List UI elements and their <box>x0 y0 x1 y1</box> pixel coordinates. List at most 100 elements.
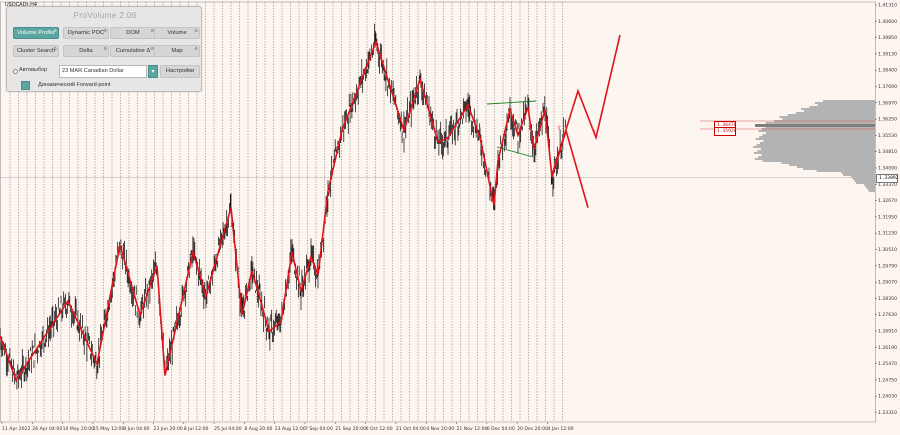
cluster-search-button[interactable]: Cluster Search ⚙ <box>13 45 59 57</box>
forecast-down-line <box>565 130 589 208</box>
forward-point-toggle[interactable] <box>21 81 30 90</box>
x-tick-label: 25 Jul 04:00 <box>214 426 242 432</box>
x-tick-label: 4 Jan 12:00 <box>547 426 573 432</box>
x-tick-label: 23 Aug 12:00 <box>275 426 306 432</box>
x-tick-label: 9 Jun 04:00 <box>123 426 149 432</box>
profile-level-tag-2: 1.35920 <box>714 127 736 136</box>
volume-profile-bar <box>801 108 875 110</box>
delta-button[interactable]: Delta ⚙ <box>63 45 109 57</box>
y-tick-label: 1.34090 <box>878 166 897 172</box>
x-tick-label: 23 Jun 20:00 <box>154 426 183 432</box>
volume-label: Volume <box>167 30 187 36</box>
gear-icon[interactable]: ⚙ <box>53 28 57 33</box>
x-tick-label: 8 Jul 12:00 <box>184 426 209 432</box>
y-tick-label: 1.36970 <box>878 100 897 106</box>
volume-profile-bar <box>760 148 875 150</box>
gear-icon[interactable]: ⚙ <box>103 46 107 51</box>
cumulative-delta-label: Cumulative Δ <box>115 48 151 54</box>
y-tick-label: 1.26910 <box>878 329 897 335</box>
y-tick-label: 1.26190 <box>878 345 897 351</box>
x-tick-label: 21 Sep 20:00 <box>335 426 366 432</box>
x-tick-label: 4 Nov 20:00 <box>426 426 454 432</box>
volume-profile-bar <box>843 174 875 176</box>
y-tick-label: 1.40600 <box>878 19 897 25</box>
provolume-panel[interactable]: ProVolume 2.06 Volume Profile ⚙ Dynamic … <box>6 6 202 92</box>
gear-icon[interactable]: ⚙ <box>150 46 154 51</box>
gear-icon[interactable]: ⚙ <box>103 28 107 33</box>
y-tick-label: 1.25470 <box>878 361 897 367</box>
volume-profile-bar <box>761 154 875 156</box>
volume-profile-bar <box>763 140 875 142</box>
volume-profile-bar <box>754 152 875 154</box>
y-tick-label: 1.37690 <box>878 84 897 90</box>
y-tick-label: 1.32670 <box>878 198 897 204</box>
y-tick-label: 1.33370 <box>878 182 897 188</box>
y-tick-label: 1.39130 <box>878 51 897 57</box>
x-tick-label: 25 May 12:00 <box>93 426 125 432</box>
y-tick-label: 1.34810 <box>878 149 897 155</box>
zigzag-series <box>0 39 567 382</box>
y-tick-label: 1.29790 <box>878 263 897 269</box>
forward-point-label: Динамический Forward-point <box>38 82 111 88</box>
volume-profile-bar <box>854 180 875 182</box>
volume-profile-bar <box>809 106 875 108</box>
volume-profile-bar <box>758 156 875 158</box>
volume-button[interactable]: Volume ⚙ <box>154 27 200 39</box>
volume-profile-bar <box>760 142 875 144</box>
gear-icon[interactable]: ⚙ <box>150 28 154 33</box>
channel-bottom-line <box>496 146 534 158</box>
auto-select-label: Автовыбор <box>19 67 48 73</box>
x-tick-label: 21 Oct 04:00 <box>396 426 426 432</box>
y-tick-label: 1.23310 <box>878 410 897 416</box>
settings-button[interactable]: Настройки <box>160 65 200 78</box>
auto-select-radio[interactable] <box>13 69 18 74</box>
volume-profile-bar <box>755 138 875 140</box>
channel-top-line <box>486 100 537 105</box>
instrument-select[interactable]: 23 MAR Canadian Dollar <box>59 65 147 78</box>
gear-icon[interactable]: ⚙ <box>53 46 57 51</box>
x-tick-label: 6 Dec 04:00 <box>487 426 515 432</box>
volume-profile-bar <box>762 160 875 162</box>
map-button[interactable]: Map ⚙ <box>154 45 200 57</box>
y-tick-label: 1.41310 <box>878 3 897 9</box>
gear-icon[interactable]: ⚙ <box>194 46 198 51</box>
x-tick-label: 8 Aug 20:00 <box>244 426 272 432</box>
dynamic-poc-button[interactable]: Dynamic POC ⚙ <box>63 27 109 39</box>
volume-profile-bar <box>762 134 875 136</box>
gear-icon[interactable]: ⚙ <box>194 28 198 33</box>
volume-profile-bar <box>864 184 875 186</box>
arrow-marker: ⇧ <box>557 125 562 132</box>
y-tick-label: 1.29070 <box>878 280 897 286</box>
x-tick-label: 26 Apr 04:00 <box>32 426 62 432</box>
x-tick-label: 7 Sep 04:00 <box>305 426 333 432</box>
volume-profile-bar <box>841 172 875 174</box>
volume-profile-bar <box>814 102 875 104</box>
volume-profile-bar <box>756 144 875 146</box>
current-price-tag: 1.33892 <box>876 174 898 183</box>
dom-button[interactable]: DOM ⚙ <box>110 27 156 39</box>
volume-profile-bar <box>851 176 875 178</box>
volume-profile-poc <box>755 124 875 127</box>
forecast-up-line <box>551 34 621 176</box>
x-tick-label: 11 Apr 2022 <box>2 426 30 432</box>
symbol-label: USDCADr,H4 <box>5 2 38 8</box>
volume-profile-bar <box>781 162 875 164</box>
y-tick-label: 1.38400 <box>878 68 897 74</box>
volume-profile-bar <box>797 166 875 168</box>
panel-title: ProVolume 2.06 <box>73 10 137 20</box>
cluster-search-label: Cluster Search <box>16 48 56 54</box>
chevron-down-icon[interactable]: ▾ <box>148 65 158 78</box>
volume-profile-bar <box>804 110 875 112</box>
volume-profile-bar <box>765 122 875 124</box>
cumulative-delta-button[interactable]: Cumulative Δ ⚙ <box>110 45 156 57</box>
plot-border <box>0 1 876 423</box>
y-tick-label: 1.31950 <box>878 214 897 220</box>
volume-profile-bar <box>867 188 875 190</box>
dynamic-poc-label: Dynamic POC <box>67 30 105 36</box>
y-tick-label: 1.24750 <box>878 377 897 383</box>
y-tick-label: 1.28350 <box>878 296 897 302</box>
volume-profile-button[interactable]: Volume Profile ⚙ <box>13 27 59 39</box>
volume-profile-bar <box>779 116 875 118</box>
volume-profile-bar <box>816 170 875 172</box>
arrow-marker: ⇧ <box>592 129 597 136</box>
